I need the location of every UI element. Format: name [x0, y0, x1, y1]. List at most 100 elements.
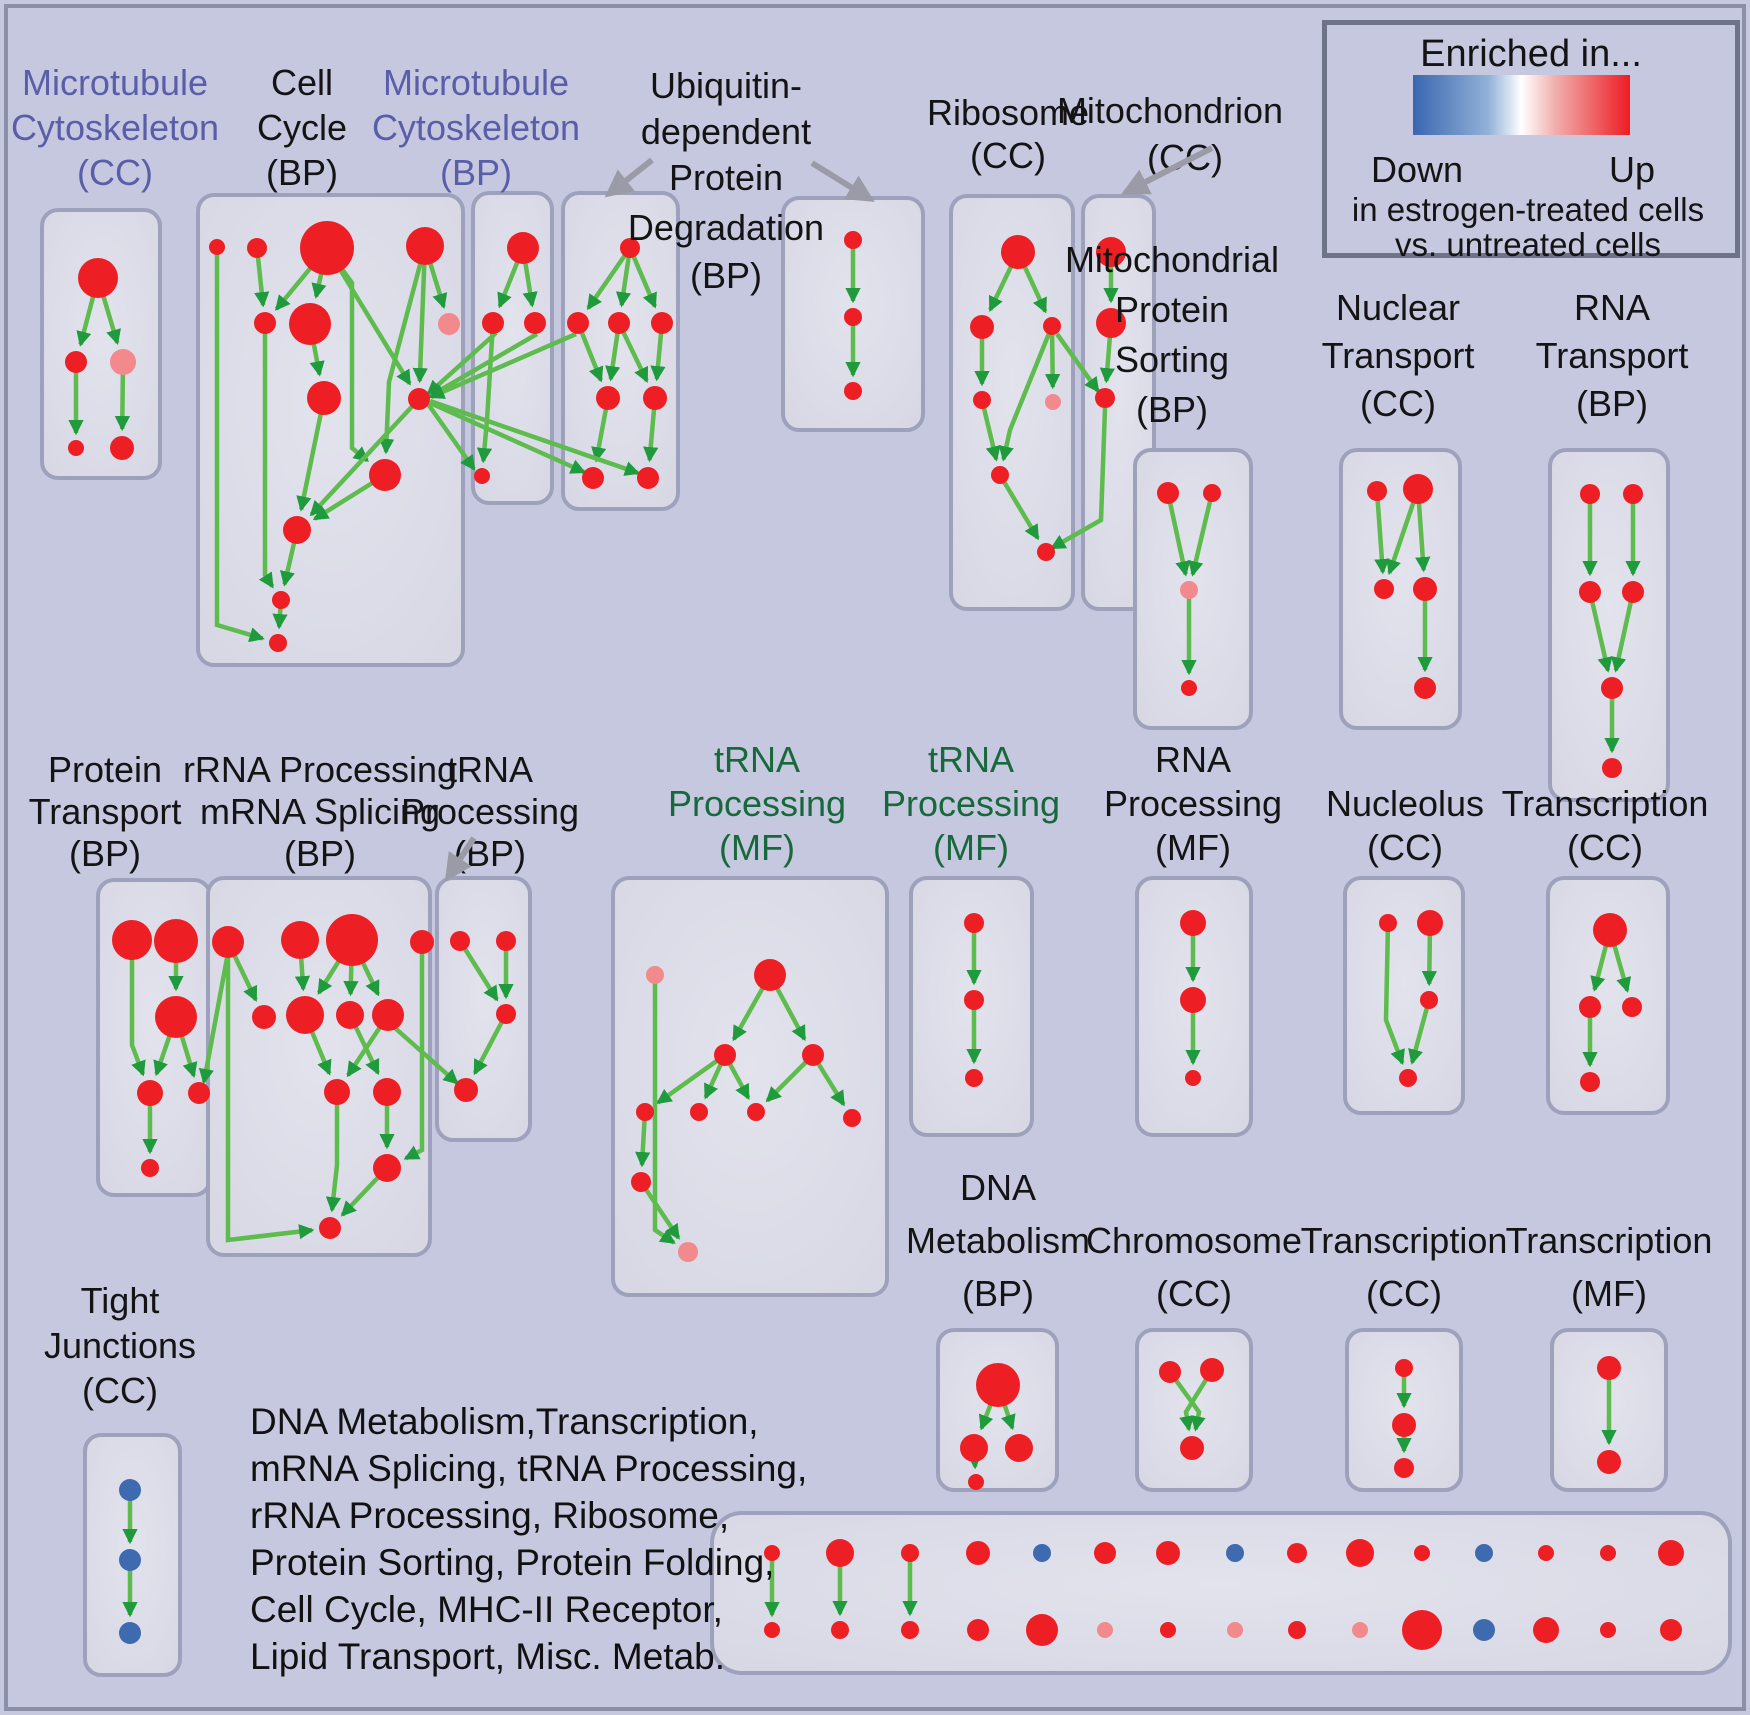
go-term-node-red	[901, 1544, 919, 1562]
cluster-label-ribosome-cc: Ribosome	[927, 92, 1089, 133]
go-term-node-red	[286, 996, 324, 1034]
go-term-node-red	[1601, 677, 1623, 699]
cluster-label-mitochondrial-protein-sorting-bp: Sorting	[1115, 339, 1229, 380]
cluster-label-cell-cycle-bp: (BP)	[266, 152, 338, 193]
go-term-node-red	[1580, 484, 1600, 504]
go-term-node-pink	[438, 313, 460, 335]
go-term-node-red	[1395, 1359, 1413, 1377]
cluster-box-transcription-cc-row3	[1345, 1328, 1463, 1492]
cluster-label-rna-processing-mf: (MF)	[1155, 827, 1231, 868]
edge	[214, 247, 265, 643]
go-term-node-red	[1402, 1610, 1442, 1650]
cluster-label-microtubule-cytoskeleton-bp: (BP)	[440, 152, 512, 193]
legend-box: Enriched in... Down Up in estrogen-treat…	[1322, 20, 1740, 263]
go-term-node-pink	[1180, 581, 1198, 599]
go-term-node-red	[65, 351, 87, 373]
go-term-node-red	[1394, 1458, 1414, 1478]
go-term-node-red	[964, 913, 984, 933]
edge	[1168, 1370, 1206, 1432]
go-term-node-pink	[678, 1242, 698, 1262]
go-term-node-red	[966, 1541, 990, 1565]
edge	[472, 1012, 508, 1076]
cluster-chromosome-cc	[1135, 1328, 1253, 1492]
cluster-label-trna-processing-mf-1: Processing	[668, 783, 846, 824]
edge	[325, 1092, 342, 1213]
go-term-node-red	[1037, 543, 1055, 561]
go-term-node-red	[567, 312, 589, 334]
cross-edge	[1055, 332, 1100, 393]
go-term-node-red	[112, 920, 152, 960]
go-term-node-red	[496, 931, 516, 951]
cluster-label-dna-metabolism-bp: Metabolism	[906, 1220, 1090, 1261]
cluster-label-microtubule-cytoskeleton-cc: Microtubule	[22, 62, 208, 103]
go-term-node-red	[582, 467, 604, 489]
cluster-box-trna-processing-mf-1	[611, 876, 889, 1297]
edge	[412, 245, 428, 384]
edge	[378, 245, 428, 455]
edge	[458, 939, 499, 1002]
cluster-trna-processing-bp	[435, 876, 532, 1142]
edge	[296, 397, 327, 512]
go-term-node-blue	[1473, 1619, 1495, 1641]
cluster-label-dna-metabolism-bp: DNA	[960, 1167, 1036, 1208]
paragraph-line: rRNA Processing, Ribosome,	[250, 1495, 730, 1536]
cluster-rna-transport-bp	[1548, 448, 1670, 802]
edge	[586, 246, 632, 311]
go-term-node-red	[209, 239, 225, 255]
go-term-node-red	[1156, 1541, 1180, 1565]
paragraph-line: Cell Cycle, MHC-II Receptor,	[250, 1589, 723, 1630]
legend-subtitle-line2: vs. untreated cells	[1395, 226, 1661, 263]
legend-down-label: Down	[1370, 149, 1464, 190]
go-term-node-red	[300, 221, 354, 275]
go-term-node-red	[608, 312, 630, 334]
cluster-dna-metabolism-bp	[936, 1328, 1059, 1492]
misc-terms-paragraph: DNA Metabolism,Transcription, mRNA Splici…	[250, 1398, 807, 1680]
go-term-node-red	[844, 382, 862, 400]
go-term-node-red	[1159, 1361, 1181, 1383]
go-term-node-red	[643, 386, 667, 410]
edge	[1179, 1368, 1214, 1432]
go-term-node-red	[336, 1001, 364, 1029]
trna-bp-pointer	[444, 836, 477, 882]
edge	[225, 942, 315, 1243]
go-term-node-red	[754, 959, 786, 991]
cluster-box-dna-metabolism-bp	[936, 1328, 1059, 1492]
paragraph-line: DNA Metabolism,Transcription,	[250, 1401, 759, 1442]
cluster-label-nuclear-transport-cc: Transport	[1322, 335, 1475, 376]
go-term-node-red	[454, 1078, 478, 1102]
go-term-node-red	[1096, 308, 1126, 338]
edge	[1374, 490, 1390, 575]
go-term-node-red	[474, 468, 490, 484]
go-term-node-red	[844, 308, 862, 326]
go-term-node-red	[1200, 1358, 1224, 1382]
go-term-node-red	[1379, 914, 1397, 932]
go-term-node-red	[1420, 991, 1438, 1009]
go-term-node-red	[212, 926, 244, 958]
go-term-node-red	[524, 312, 546, 334]
go-term-node-red	[1374, 579, 1394, 599]
cluster-misc-terms-strip	[710, 1511, 1732, 1675]
cluster-label-trna-processing-bp: tRNA	[447, 749, 533, 790]
go-term-node-red	[960, 1434, 988, 1462]
go-term-node-red	[843, 1109, 861, 1127]
cluster-protein-transport-bp	[96, 878, 212, 1197]
go-term-node-red	[1580, 1072, 1600, 1092]
cluster-box-nucleolus-cc	[1343, 876, 1465, 1115]
cluster-label-trna-processing-mf-2: (MF)	[933, 827, 1009, 868]
go-term-node-red	[110, 436, 134, 460]
cluster-label-rrna-processing-mrna-splicing-bp: rRNA Processing	[183, 749, 457, 790]
cluster-label-tight-junctions-cc: (CC)	[82, 1370, 158, 1411]
go-term-node-red	[307, 381, 341, 415]
go-term-node-red	[970, 315, 994, 339]
go-term-node-red	[764, 1545, 780, 1561]
cluster-label-microtubule-cytoskeleton-bp: Cytoskeleton	[372, 107, 580, 148]
cluster-box-microtubule-cytoskeleton-cc	[40, 208, 162, 480]
go-term-node-blue	[1226, 1544, 1244, 1562]
go-term-node-red	[1043, 317, 1061, 335]
go-term-node-red	[369, 459, 401, 491]
go-term-node-red	[410, 930, 434, 954]
edge	[1408, 999, 1432, 1065]
cross-edge	[429, 398, 641, 476]
cluster-label-nuclear-transport-cc: (CC)	[1360, 383, 1436, 424]
cluster-label-nucleolus-cc: Nucleolus	[1326, 783, 1484, 824]
